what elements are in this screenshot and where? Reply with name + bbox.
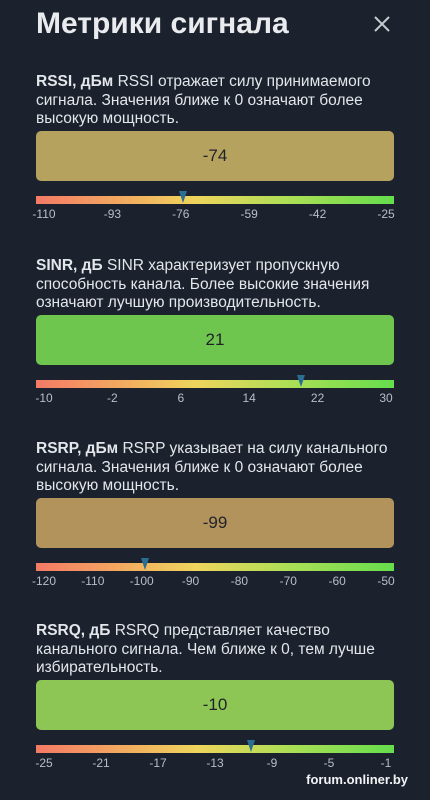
scale-tick-label: 6 (177, 391, 185, 405)
gradient-bar (36, 196, 394, 204)
value-marker-icon (178, 191, 187, 203)
metric-rsrp: RSRP, дБм RSRP указывает на силу канальн… (32, 440, 395, 598)
metric-sinr: SINR, дБ SINR характеризует пропускную с… (35, 257, 394, 415)
scale-tick-label: -59 (240, 207, 258, 221)
scale-tick-label: 30 (379, 391, 393, 405)
value-marker-icon (141, 558, 150, 570)
metric-description: RSSI, дБм RSSI отражает силу принимаемог… (36, 73, 394, 129)
metric-name: RSRP, дБм (36, 440, 119, 457)
value-marker-icon (296, 375, 305, 387)
metric-value: -74 (202, 146, 228, 165)
watermark: forum.onliner.by (306, 772, 408, 787)
scale-tick-label: -25 (35, 756, 53, 770)
metric-text: RSSI отражает силу принимаемого сигнала.… (36, 73, 371, 127)
scale-tick-label: -13 (206, 756, 224, 770)
gradient-bar (36, 745, 394, 753)
scale-tick-label: -100 (129, 574, 154, 588)
metric-rsrq: RSRQ, дБ RSRQ представляет качество кана… (35, 622, 394, 780)
scale-tick-label: -110 (32, 207, 56, 221)
page-title: Метрики сигнала (36, 7, 289, 40)
metric-value: -10 (202, 695, 228, 714)
metric-name: RSRQ, дБ (36, 622, 111, 639)
scale-tick-label: -2 (107, 391, 118, 405)
scale-tick-label: -9 (266, 756, 278, 770)
metric-value: -99 (202, 513, 228, 532)
metric-text: SINR характеризует пропускную способност… (36, 257, 370, 311)
metric-text: RSRP указывает на силу канального сигнал… (36, 440, 388, 494)
scale-tick-label: -21 (92, 756, 110, 770)
scale-tick-label: -93 (103, 207, 122, 221)
scale-tick-label: -42 (308, 207, 327, 221)
scale-tick-label: -110 (81, 574, 105, 588)
metric-scale: -120 -110 -100 -90 -80 -70 -60 -50 (32, 558, 395, 598)
scale-tick-label: -5 (323, 756, 335, 770)
metric-text: RSRQ представляет качество канального си… (36, 622, 375, 676)
metric-name: RSSI, дБм (36, 73, 114, 90)
metric-value-box: 21 (36, 315, 394, 365)
metric-scale: -25 -21 -17 -13 -9 -5 -1 (35, 740, 394, 780)
metric-description: RSRQ, дБ RSRQ представляет качество кана… (36, 622, 394, 678)
scale-tick-label: -120 (31, 574, 57, 588)
scale-tick-label: -10 (35, 391, 53, 405)
scale-tick-label: 14 (242, 391, 256, 405)
scale-tick-label: -60 (328, 574, 346, 588)
metric-value-box: -74 (36, 131, 394, 181)
metric-description: RSRP, дБм RSRP указывает на силу канальн… (36, 440, 394, 496)
metric-scale: -10 -2 6 14 22 30 (35, 375, 394, 415)
scale-tick-label: -90 (181, 574, 200, 588)
metric-name: SINR, дБ (36, 257, 103, 274)
gradient-bar (36, 563, 394, 571)
metric-scale: -110 -93 -76 -59 -42 -25 (32, 191, 395, 231)
metric-value-box: -99 (36, 498, 394, 548)
scale-tick-label: -1 (380, 756, 392, 770)
close-icon (374, 16, 390, 32)
scale-tick-label: -17 (149, 756, 167, 770)
metric-value: 21 (205, 330, 225, 349)
scale-tick-label: -50 (377, 574, 395, 588)
metric-description: SINR, дБ SINR характеризует пропускную с… (36, 257, 394, 313)
gradient-bar (36, 380, 394, 388)
scale-tick-label: -25 (377, 207, 395, 221)
metric-value-box: -10 (36, 680, 394, 730)
close-button[interactable] (372, 14, 392, 34)
scale-tick-label: -80 (230, 574, 249, 588)
header: Метрики сигнала (36, 4, 396, 48)
scale-tick-label: -76 (172, 207, 190, 221)
value-marker-icon (246, 740, 255, 752)
metric-rssi: RSSI, дБм RSSI отражает силу принимаемог… (32, 73, 395, 231)
scale-tick-label: -70 (279, 574, 297, 588)
scale-tick-label: 22 (310, 391, 325, 405)
